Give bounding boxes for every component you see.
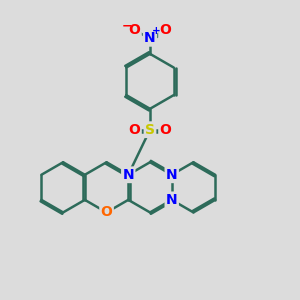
Text: N: N xyxy=(166,193,178,207)
Text: N: N xyxy=(122,168,134,182)
Text: O: O xyxy=(160,123,172,137)
Text: O: O xyxy=(128,123,140,137)
Text: S: S xyxy=(145,123,155,137)
Text: N: N xyxy=(166,168,178,182)
Text: −: − xyxy=(122,19,132,32)
Text: N: N xyxy=(144,31,156,45)
Text: O: O xyxy=(128,23,140,37)
Text: O: O xyxy=(160,23,172,37)
Text: +: + xyxy=(152,26,160,37)
Text: O: O xyxy=(100,206,112,219)
